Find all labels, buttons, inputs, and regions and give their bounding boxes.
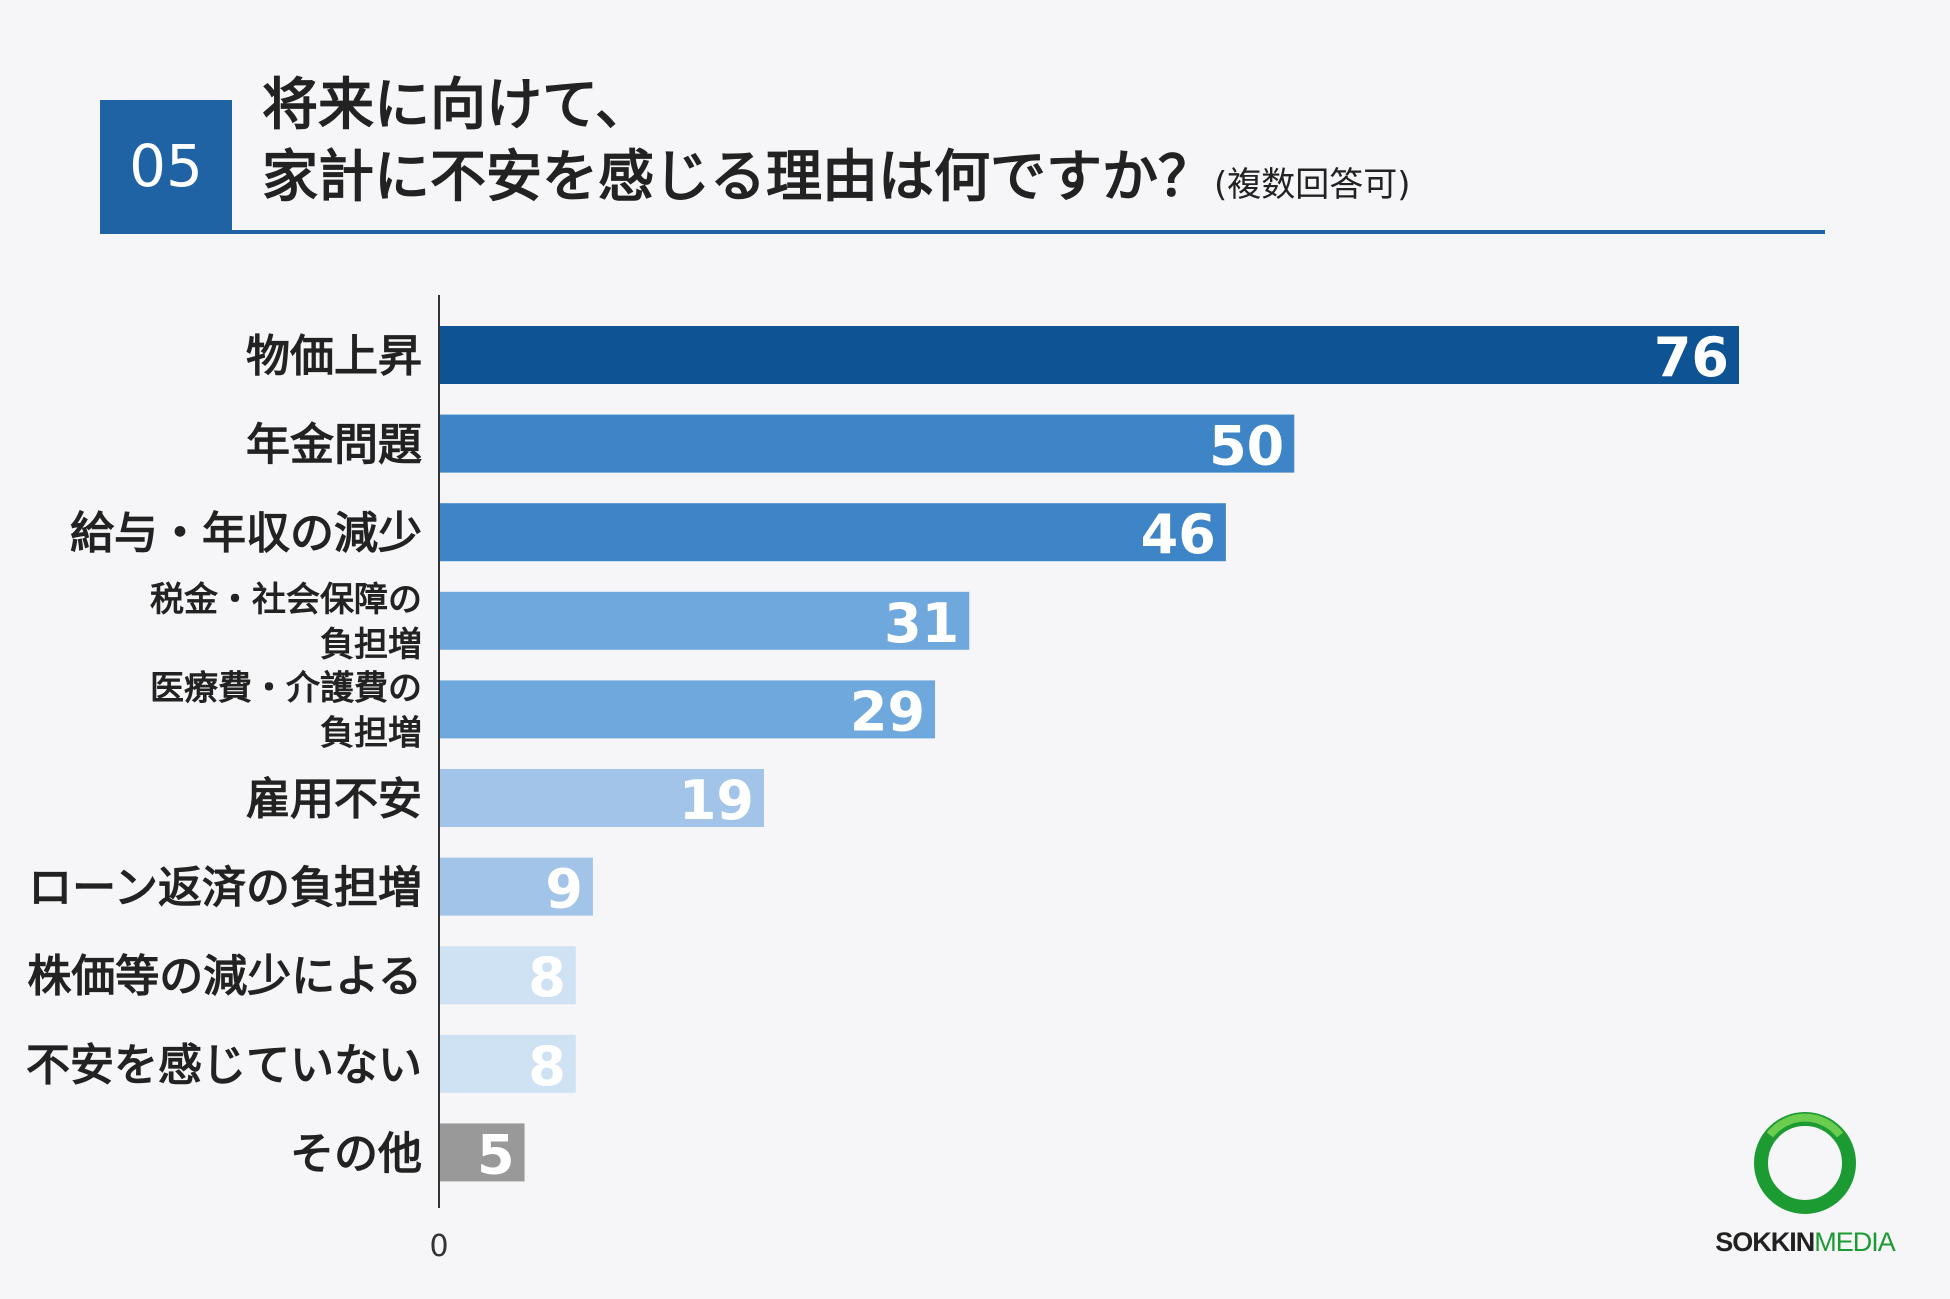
category-label: 株価等の減少による — [27, 951, 422, 1002]
logo-text-bold: SOKKIN — [1715, 1227, 1815, 1257]
category-label: 年金問題 — [246, 420, 422, 471]
x-tick-label: 0 — [429, 1229, 448, 1264]
brand-logo: SOKKINMEDIA — [1690, 1105, 1920, 1265]
bar-10 — [439, 1123, 525, 1182]
logo-text-light: MEDIA — [1814, 1227, 1896, 1257]
category-label-line: 税金・社会保障の — [150, 580, 422, 620]
bar-9 — [439, 1034, 576, 1093]
bar-value-label: 31 — [884, 592, 959, 655]
bar-3 — [439, 503, 1226, 562]
bar-value-label: 5 — [477, 1123, 515, 1186]
logo-ring-icon — [1754, 1112, 1856, 1214]
category-label: ローン返済の負担増 — [28, 863, 422, 914]
title-line-2: 家計に不安を感じる理由は何ですか？(複数回答可) — [262, 142, 1411, 221]
bar-value-label: 76 — [1654, 326, 1729, 389]
title-line-1: 将来に向けて、 — [262, 73, 652, 138]
bar-1 — [439, 326, 1739, 384]
bar-2 — [439, 414, 1295, 473]
title-line-2-text: 家計に不安を感じる理由は何ですか？ — [262, 145, 1214, 210]
title-note: (複数回答可) — [1214, 165, 1411, 205]
question-number-badge: 05 — [100, 100, 232, 233]
bar-8 — [439, 946, 576, 1005]
category-label: 不安を感じていない — [26, 1040, 422, 1091]
category-label: 給与・年収の減少 — [70, 508, 422, 559]
category-label-line: 負担増 — [320, 625, 422, 665]
bar-value-label: 8 — [528, 946, 566, 1009]
bar-5 — [439, 680, 936, 739]
logo-text: SOKKINMEDIA — [1690, 1227, 1920, 1258]
bar-4 — [439, 591, 970, 650]
bar-value-label: 46 — [1141, 503, 1216, 566]
bar-value-label: 8 — [528, 1035, 566, 1098]
bar-value-label: 50 — [1209, 415, 1284, 478]
bar-value-label: 29 — [850, 680, 925, 743]
question-number: 05 — [129, 132, 203, 200]
category-label: 物価上昇 — [246, 331, 422, 382]
category-label: 雇用不安 — [246, 774, 422, 825]
bar-7 — [439, 857, 593, 916]
bar-value-label: 19 — [679, 769, 754, 832]
category-label: その他 — [290, 1128, 422, 1179]
bar-value-label: 9 — [545, 858, 583, 921]
category-label-line: 医療費・介護費の — [150, 668, 422, 708]
bar-6 — [439, 769, 764, 827]
chart-title: 将来に向けて、 家計に不安を感じる理由は何ですか？(複数回答可) — [262, 70, 1411, 221]
category-label-line: 負担増 — [320, 713, 422, 753]
title-underline — [100, 230, 1825, 234]
